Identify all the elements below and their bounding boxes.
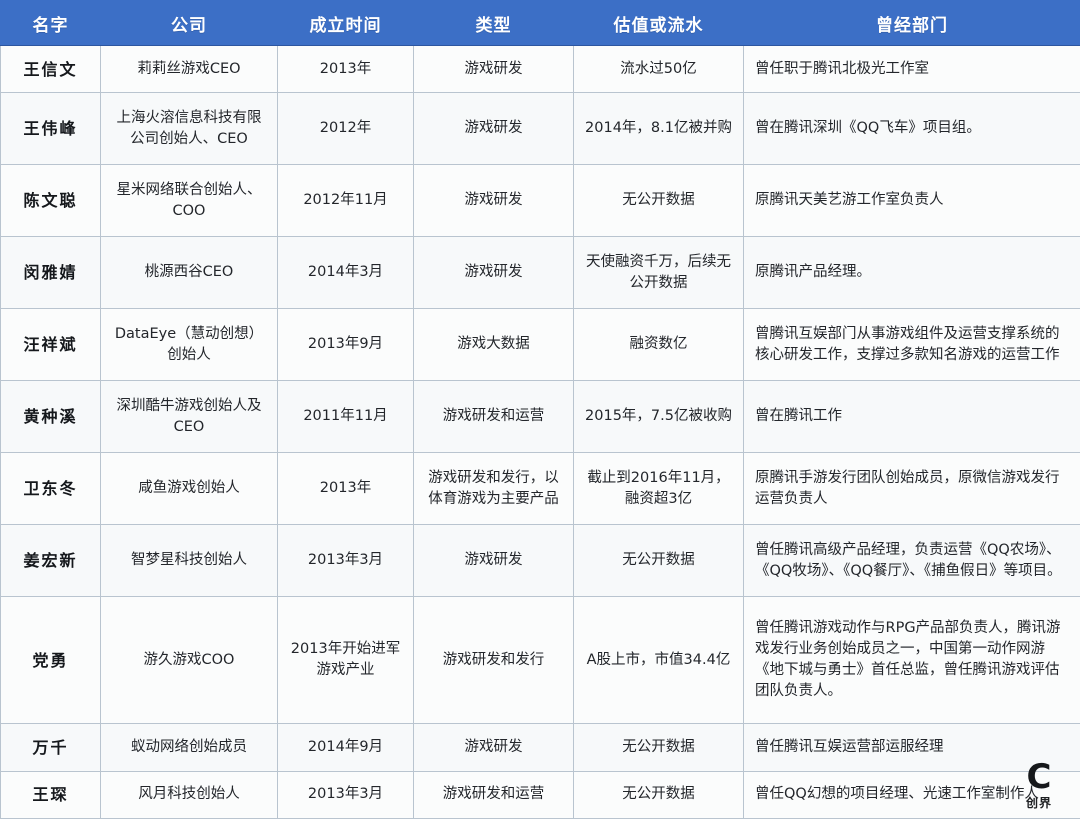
cell-founded: 2014年9月: [277, 723, 414, 772]
cell-type: 游戏研发: [413, 236, 574, 310]
table-row: 王信文 莉莉丝游戏CEO 2013年 游戏研发 流水过50亿 曾任职于腾讯北极光工作室: [0, 44, 1080, 94]
cell-company: 莉莉丝游戏CEO: [100, 44, 278, 94]
cell-name: 姜宏新: [0, 524, 101, 598]
cell-company: 深圳酷牛游戏创始人及CEO: [100, 380, 278, 454]
cell-company: 咸鱼游戏创始人: [100, 452, 278, 526]
column-header-name: 名字: [0, 0, 101, 46]
cell-dept: 曾任QQ幻想的项目经理、光速工作室制作人: [743, 770, 1080, 819]
column-header-value: 估值或流水: [573, 0, 744, 46]
cell-company: 蚁动网络创始成员: [100, 723, 278, 772]
table-row: 王伟峰 上海火溶信息科技有限公司创始人、CEO 2012年 游戏研发 2014年，8.1…: [0, 92, 1080, 166]
cell-company: 桃源西谷CEO: [100, 236, 278, 310]
column-header-dept: 曾经部门: [743, 0, 1080, 46]
table-body: 王信文 莉莉丝游戏CEO 2013年 游戏研发 流水过50亿 曾任职于腾讯北极光工作室 王伟…: [0, 44, 1080, 819]
cell-company: 星米网络联合创始人、COO: [100, 164, 278, 238]
cell-founded: 2012年: [277, 92, 414, 166]
cell-value: 天使融资千万，后续无公开数据: [573, 236, 744, 310]
cell-value: 流水过50亿: [573, 44, 744, 94]
cell-type: 游戏研发: [413, 92, 574, 166]
cell-value: 无公开数据: [573, 164, 744, 238]
cell-founded: 2013年: [277, 44, 414, 94]
cell-dept: 曾在腾讯深圳《QQ飞车》项目组。: [743, 92, 1080, 166]
cell-type: 游戏研发: [413, 524, 574, 598]
cell-dept: 曾任腾讯游戏动作与RPG产品部负责人，腾讯游戏发行业务创始成员之一，中国第一动作…: [743, 596, 1080, 725]
cell-value: 截止到2016年11月，融资超3亿: [573, 452, 744, 526]
table-row: 万千 蚁动网络创始成员 2014年9月 游戏研发 无公开数据 曾任腾讯互娱运营部运服经理: [0, 723, 1080, 772]
cell-type: 游戏研发和运营: [413, 380, 574, 454]
cell-type: 游戏研发和发行，以体育游戏为主要产品: [413, 452, 574, 526]
cell-dept: 曾腾讯互娱部门从事游戏组件及运营支撑系统的核心研发工作，支撑过多款知名游戏的运营…: [743, 308, 1080, 382]
column-header-founded: 成立时间: [277, 0, 414, 46]
header-row: 名字 公司 成立时间 类型 估值或流水 曾经部门: [0, 0, 1080, 46]
column-header-company: 公司: [100, 0, 278, 46]
cell-name: 王信文: [0, 44, 101, 94]
cell-dept: 原腾讯产品经理。: [743, 236, 1080, 310]
cell-name: 王伟峰: [0, 92, 101, 166]
cell-name: 汪祥斌: [0, 308, 101, 382]
cell-type: 游戏研发: [413, 44, 574, 94]
cell-name: 卫东冬: [0, 452, 101, 526]
cell-value: 融资数亿: [573, 308, 744, 382]
table-row: 党勇 游久游戏COO 2013年开始进军游戏产业 游戏研发和发行 A股上市，市值34.4…: [0, 596, 1080, 725]
cell-name: 闵雅婧: [0, 236, 101, 310]
cell-dept: 曾任职于腾讯北极光工作室: [743, 44, 1080, 94]
cell-company: DataEye（慧动创想）创始人: [100, 308, 278, 382]
cell-founded: 2013年3月: [277, 770, 414, 819]
cell-value: 2014年，8.1亿被并购: [573, 92, 744, 166]
cell-founded: 2012年11月: [277, 164, 414, 238]
cell-company: 智梦星科技创始人: [100, 524, 278, 598]
cell-type: 游戏研发: [413, 723, 574, 772]
table-row: 陈文聪 星米网络联合创始人、COO 2012年11月 游戏研发 无公开数据 原腾讯天美艺游…: [0, 164, 1080, 238]
cell-dept: 曾任腾讯互娱运营部运服经理: [743, 723, 1080, 772]
cell-founded: 2013年3月: [277, 524, 414, 598]
cell-name: 陈文聪: [0, 164, 101, 238]
cell-founded: 2013年9月: [277, 308, 414, 382]
cell-founded: 2013年开始进军游戏产业: [277, 596, 414, 725]
cell-value: 无公开数据: [573, 770, 744, 819]
cell-type: 游戏研发和发行: [413, 596, 574, 725]
cell-type: 游戏大数据: [413, 308, 574, 382]
cell-dept: 曾在腾讯工作: [743, 380, 1080, 454]
table-row: 黄种溪 深圳酷牛游戏创始人及CEO 2011年11月 游戏研发和运营 2015年，7.5…: [0, 380, 1080, 454]
cell-name: 黄种溪: [0, 380, 101, 454]
cell-value: A股上市，市值34.4亿: [573, 596, 744, 725]
cell-dept: 原腾讯天美艺游工作室负责人: [743, 164, 1080, 238]
table-row: 卫东冬 咸鱼游戏创始人 2013年 游戏研发和发行，以体育游戏为主要产品 截止到2016…: [0, 452, 1080, 526]
cell-founded: 2011年11月: [277, 380, 414, 454]
cell-company: 游久游戏COO: [100, 596, 278, 725]
cell-name: 王琛: [0, 770, 101, 819]
cell-dept: 原腾讯手游发行团队创始成员，原微信游戏发行运营负责人: [743, 452, 1080, 526]
cell-founded: 2013年: [277, 452, 414, 526]
cell-company: 风月科技创始人: [100, 770, 278, 819]
cell-name: 党勇: [0, 596, 101, 725]
cell-name: 万千: [0, 723, 101, 772]
cell-type: 游戏研发和运营: [413, 770, 574, 819]
table-row: 王琛 风月科技创始人 2013年3月 游戏研发和运营 无公开数据 曾任QQ幻想的项目经理、…: [0, 770, 1080, 819]
cell-type: 游戏研发: [413, 164, 574, 238]
cell-dept: 曾任腾讯高级产品经理，负责运营《QQ农场》、《QQ牧场》、《QQ餐厅》、《捕鱼假…: [743, 524, 1080, 598]
cell-founded: 2014年3月: [277, 236, 414, 310]
table-row: 姜宏新 智梦星科技创始人 2013年3月 游戏研发 无公开数据 曾任腾讯高级产品经理，负责…: [0, 524, 1080, 598]
table-header: 名字 公司 成立时间 类型 估值或流水 曾经部门: [0, 0, 1080, 46]
cell-company: 上海火溶信息科技有限公司创始人、CEO: [100, 92, 278, 166]
cell-value: 无公开数据: [573, 723, 744, 772]
cell-value: 无公开数据: [573, 524, 744, 598]
cell-value: 2015年，7.5亿被收购: [573, 380, 744, 454]
table-row: 闵雅婧 桃源西谷CEO 2014年3月 游戏研发 天使融资千万，后续无公开数据 原腾讯产品…: [0, 236, 1080, 310]
table-row: 汪祥斌 DataEye（慧动创想）创始人 2013年9月 游戏大数据 融资数亿 曾腾讯互娱…: [0, 308, 1080, 382]
column-header-type: 类型: [413, 0, 574, 46]
